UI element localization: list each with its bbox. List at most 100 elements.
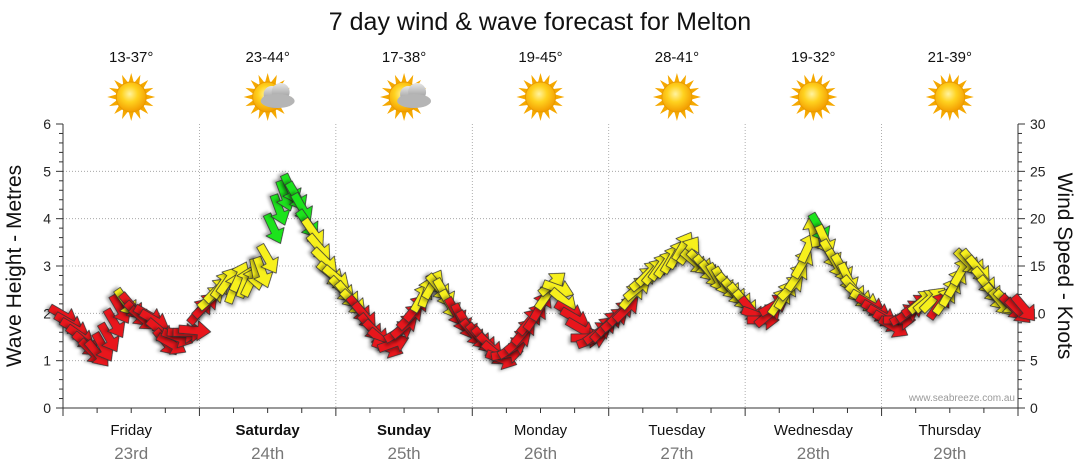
- watermark: www.seabreeze.com.au: [908, 393, 1015, 404]
- cloud-shape: [260, 83, 295, 108]
- wind-arrow-shape: [252, 255, 274, 289]
- sun-ray: [531, 109, 538, 120]
- sun-ray: [555, 94, 565, 100]
- day-date-label: 23rd: [114, 444, 148, 463]
- sun-ray: [543, 109, 550, 120]
- sun-icon: [107, 73, 156, 121]
- day-name-label: Wednesday: [774, 422, 853, 439]
- sun-ray: [654, 100, 665, 107]
- sun-ray: [680, 109, 687, 120]
- wind-arrow-shape: [178, 320, 212, 342]
- wind-arrow-shape: [290, 191, 313, 223]
- day-date-label: 27th: [660, 444, 693, 463]
- y-left-tick-label: 1: [43, 353, 51, 369]
- sun-ray: [804, 74, 811, 85]
- sun-ray: [401, 73, 407, 83]
- sun-disc: [661, 81, 693, 113]
- day-temperature: 13-37°: [109, 49, 153, 66]
- sun-ray: [109, 100, 119, 107]
- wind-arrow: [290, 191, 313, 223]
- sun-ray: [791, 100, 801, 107]
- sun-ray: [816, 74, 823, 85]
- y-left-tick-label: 2: [43, 305, 51, 321]
- cloud-shape: [397, 83, 432, 108]
- sun-ray: [962, 100, 972, 107]
- y-left-tick-label: 6: [43, 116, 51, 132]
- sun-ray: [143, 87, 154, 94]
- y-right-tick-label: 20: [1030, 211, 1046, 227]
- day-temperature: 23-44°: [245, 49, 289, 66]
- cloud-base: [260, 94, 295, 108]
- y-right-tick-label: 0: [1030, 400, 1038, 416]
- sun-ray: [553, 87, 563, 94]
- sun-ray: [518, 100, 528, 107]
- sun-ray: [258, 74, 265, 85]
- sun-ray: [804, 109, 811, 120]
- y-right-tick-label: 5: [1030, 353, 1038, 369]
- sun-ray: [128, 111, 134, 121]
- y-left-tick-label: 3: [43, 258, 51, 274]
- sun-ray: [680, 74, 687, 85]
- sun-ray: [134, 74, 141, 85]
- sun-ray: [667, 109, 674, 120]
- y-right-tick-label: 15: [1030, 258, 1046, 274]
- sun-ray: [828, 94, 838, 100]
- sun-ray: [543, 74, 550, 85]
- day-name-label: Tuesday: [648, 422, 705, 439]
- sun-ray: [516, 94, 526, 100]
- sun-ray: [816, 109, 823, 120]
- sun-rays: [789, 73, 838, 121]
- sun-ray: [143, 100, 154, 107]
- wind-arrow: [178, 320, 212, 342]
- sun-ray: [810, 111, 816, 121]
- sun-ray: [940, 109, 947, 120]
- sun-ray: [964, 94, 974, 100]
- sun-rays: [516, 73, 565, 121]
- sun-ray: [245, 87, 255, 94]
- sun-icon: [516, 73, 565, 121]
- sun-ray: [674, 73, 680, 83]
- y-left-tick-label: 0: [43, 400, 51, 416]
- sun-ray: [674, 111, 680, 121]
- sun-ray: [537, 111, 544, 121]
- sun-cloud-icon: [380, 73, 432, 121]
- sun-ray: [381, 87, 392, 94]
- sun-ray: [654, 87, 665, 94]
- y-axis-label-left: Wave Height - Metres: [3, 165, 26, 367]
- wind-arrow: [262, 212, 285, 244]
- sun-ray: [145, 94, 156, 100]
- sun-ray: [243, 94, 253, 100]
- y-axis-label-right: Wind Speed - Knots: [1053, 173, 1076, 360]
- sun-icon: [652, 73, 701, 121]
- daily-temperatures: 13-37° 23-44° 17-38° 19-45° 28-41° 19-32° 21-3…: [109, 49, 972, 66]
- day-date-label: 24th: [251, 444, 284, 463]
- sun-ray: [689, 100, 700, 107]
- sun-ray: [407, 74, 414, 85]
- y-right-tick-label: 30: [1030, 116, 1046, 132]
- sun-ray: [270, 74, 277, 85]
- sun-ray: [925, 94, 936, 100]
- sun-ray: [394, 109, 401, 120]
- day-temperature: 28-41°: [655, 49, 699, 66]
- sun-ray: [940, 74, 947, 85]
- day-temperature: 21-39°: [928, 49, 972, 66]
- sun-ray: [826, 100, 836, 107]
- wind-arrow: [256, 243, 279, 274]
- sun-ray: [128, 73, 134, 83]
- sun-ray: [791, 87, 801, 94]
- sun-ray: [652, 94, 663, 100]
- day-name-label: Thursday: [919, 422, 982, 439]
- sun-ray: [380, 94, 390, 100]
- sun-ray: [518, 87, 528, 94]
- sun-ray: [667, 74, 674, 85]
- sun-ray: [962, 87, 972, 94]
- sun-ray: [953, 74, 959, 85]
- sun-ray: [927, 100, 938, 107]
- weather-icons: [107, 73, 974, 121]
- day-temperature: 17-38°: [382, 49, 426, 66]
- day-name-label: Sunday: [377, 422, 432, 439]
- sun-ray: [258, 109, 265, 120]
- sun-ray: [381, 100, 392, 107]
- day-temperature: 19-32°: [791, 49, 835, 66]
- sun-ray: [691, 94, 701, 100]
